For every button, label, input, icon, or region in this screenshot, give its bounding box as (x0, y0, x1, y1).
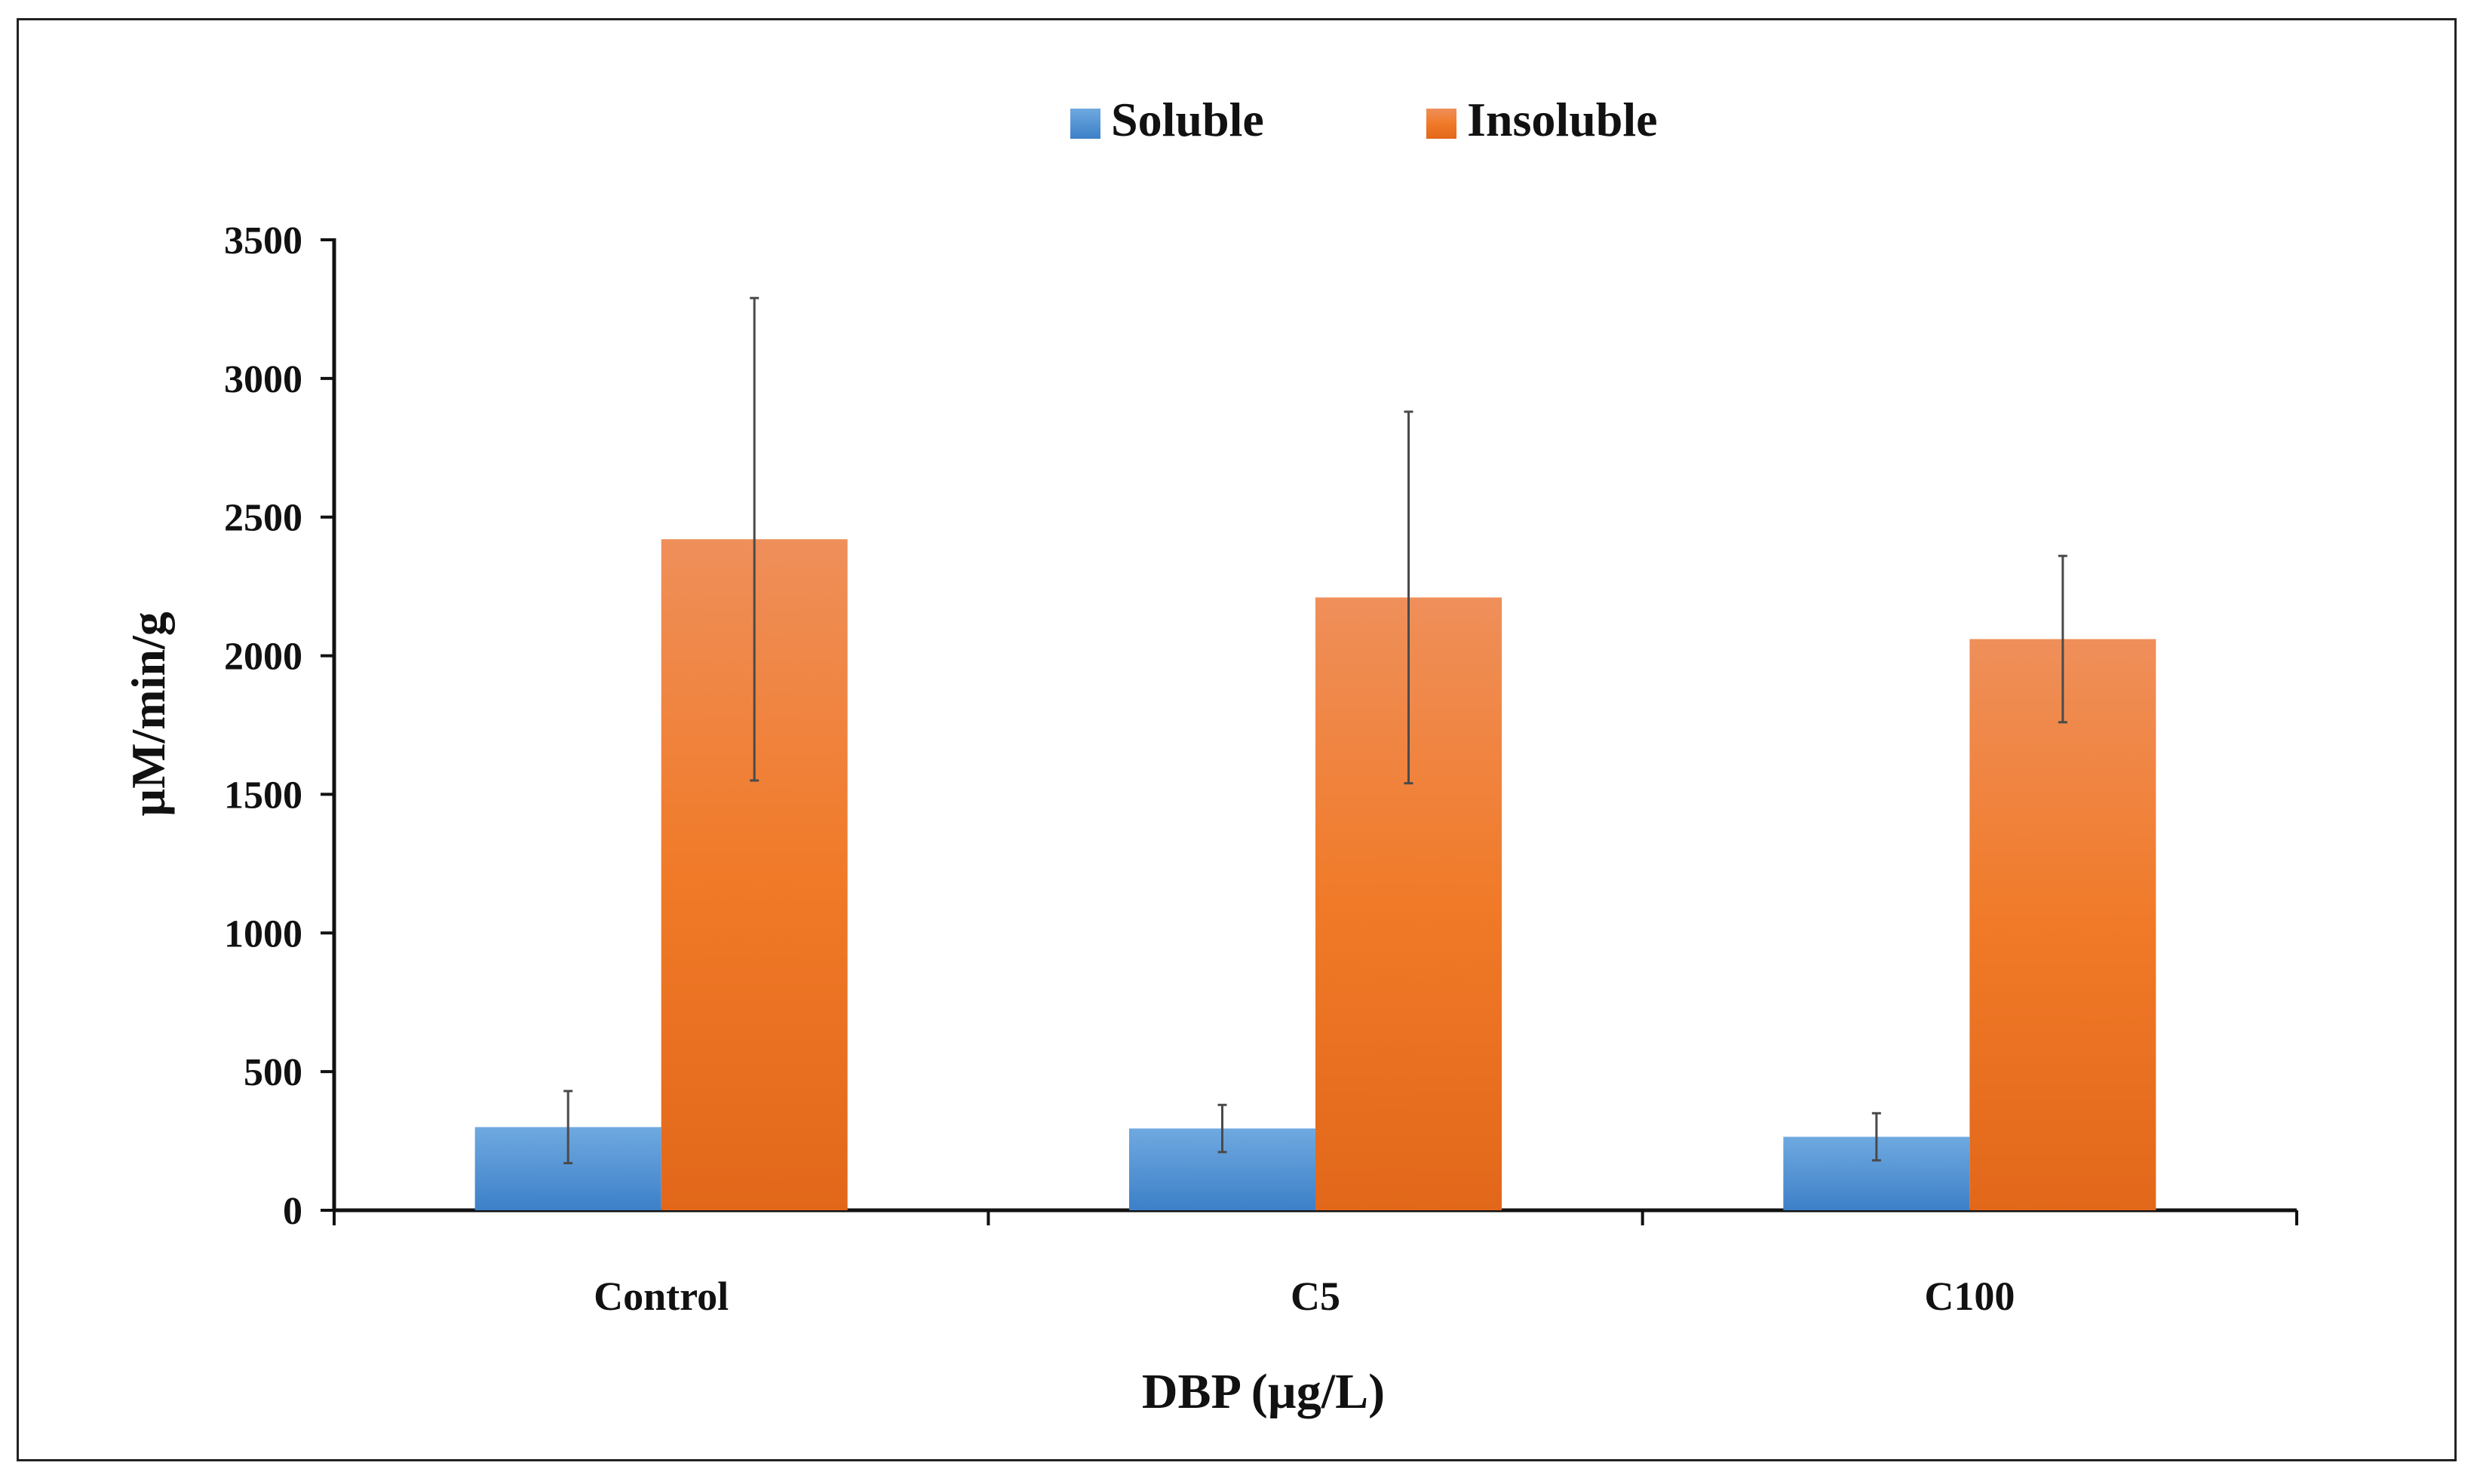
legend-label-soluble: Soluble (1111, 93, 1264, 146)
y-tick-label: 0 (283, 1190, 302, 1233)
x-axis-title: DBP (µg/L) (1142, 1364, 1385, 1419)
y-tick-label: 3500 (224, 219, 302, 262)
plot-area: 0 500 1000 1500 2000 2500 3000 3500 Control C5 C10… (224, 219, 2298, 1319)
x-tick-label: C100 (1924, 1274, 2015, 1319)
y-tick-label: 2500 (224, 497, 302, 540)
figure-frame: Soluble Insoluble µM/min/g DBP (µg/L) 0 5… (17, 18, 2457, 1461)
legend: Soluble Insoluble (1070, 93, 1658, 146)
legend-label-insoluble: Insoluble (1467, 93, 1658, 146)
legend-swatch-soluble (1070, 109, 1100, 139)
legend-swatch-insoluble (1426, 109, 1456, 139)
y-tick-label: 1000 (224, 912, 302, 955)
chart: Soluble Insoluble µM/min/g DBP (µg/L) 0 5… (121, 93, 2298, 1419)
y-tick-label: 500 (244, 1051, 302, 1094)
y-tick-label: 2000 (224, 636, 302, 679)
x-tick-label: Control (594, 1274, 729, 1319)
bar-insoluble-c100 (1969, 639, 2156, 1210)
y-tick-label: 3000 (224, 358, 302, 401)
y-axis-title: µM/min/g (121, 612, 175, 817)
x-tick-label: C5 (1291, 1274, 1340, 1319)
y-tick-label: 1500 (224, 774, 302, 817)
